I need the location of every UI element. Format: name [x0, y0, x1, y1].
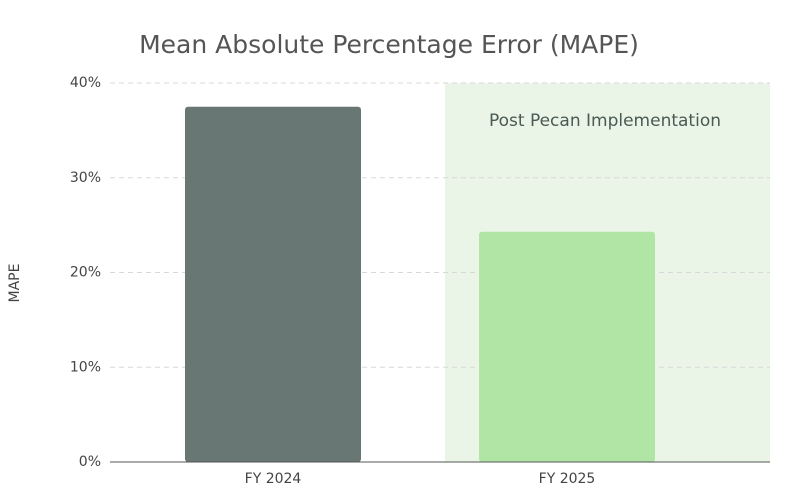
y-tick-label: 10%: [70, 359, 101, 375]
x-tick-label: FY 2024: [245, 471, 302, 487]
bar: [185, 106, 361, 462]
y-axis-label: MAPE: [7, 264, 23, 303]
bar: [479, 231, 655, 462]
y-tick-label: 30%: [70, 170, 101, 186]
y-tick-label: 20%: [70, 265, 101, 281]
chart-title: Mean Absolute Percentage Error (MAPE): [139, 30, 639, 59]
y-tick-label: 40%: [70, 75, 101, 91]
annotation: Post Pecan Implementation: [489, 111, 721, 131]
y-tick-label: 0%: [79, 454, 101, 470]
x-tick-label: FY 2025: [539, 471, 596, 487]
